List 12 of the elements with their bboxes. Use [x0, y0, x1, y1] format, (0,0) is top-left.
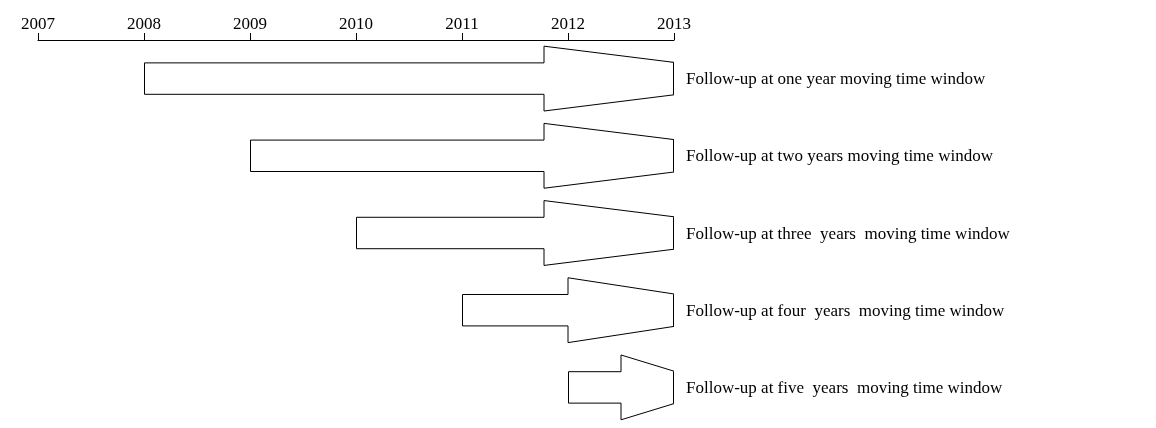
x-tick-label: 2012	[551, 14, 585, 33]
y-tick-label: Follow-up at four years moving time window	[686, 300, 1005, 320]
x-tick-label: 2010	[339, 14, 373, 33]
y-tick-label: Follow-up at three years moving time window	[686, 223, 1011, 243]
y-tick-label: Follow-up at two years moving time window	[686, 146, 994, 166]
x-tick-label: 2008	[127, 14, 161, 33]
x-tick-label: 2011	[445, 14, 479, 33]
y-tick-label: Follow-up at five years moving time window	[686, 377, 1004, 397]
x-tick-label: 2009	[233, 14, 267, 33]
x-tick-label: 2013	[657, 14, 691, 33]
y-tick-label: Follow-up at one year moving time window	[686, 69, 987, 89]
x-tick-label: 2007	[21, 14, 56, 33]
